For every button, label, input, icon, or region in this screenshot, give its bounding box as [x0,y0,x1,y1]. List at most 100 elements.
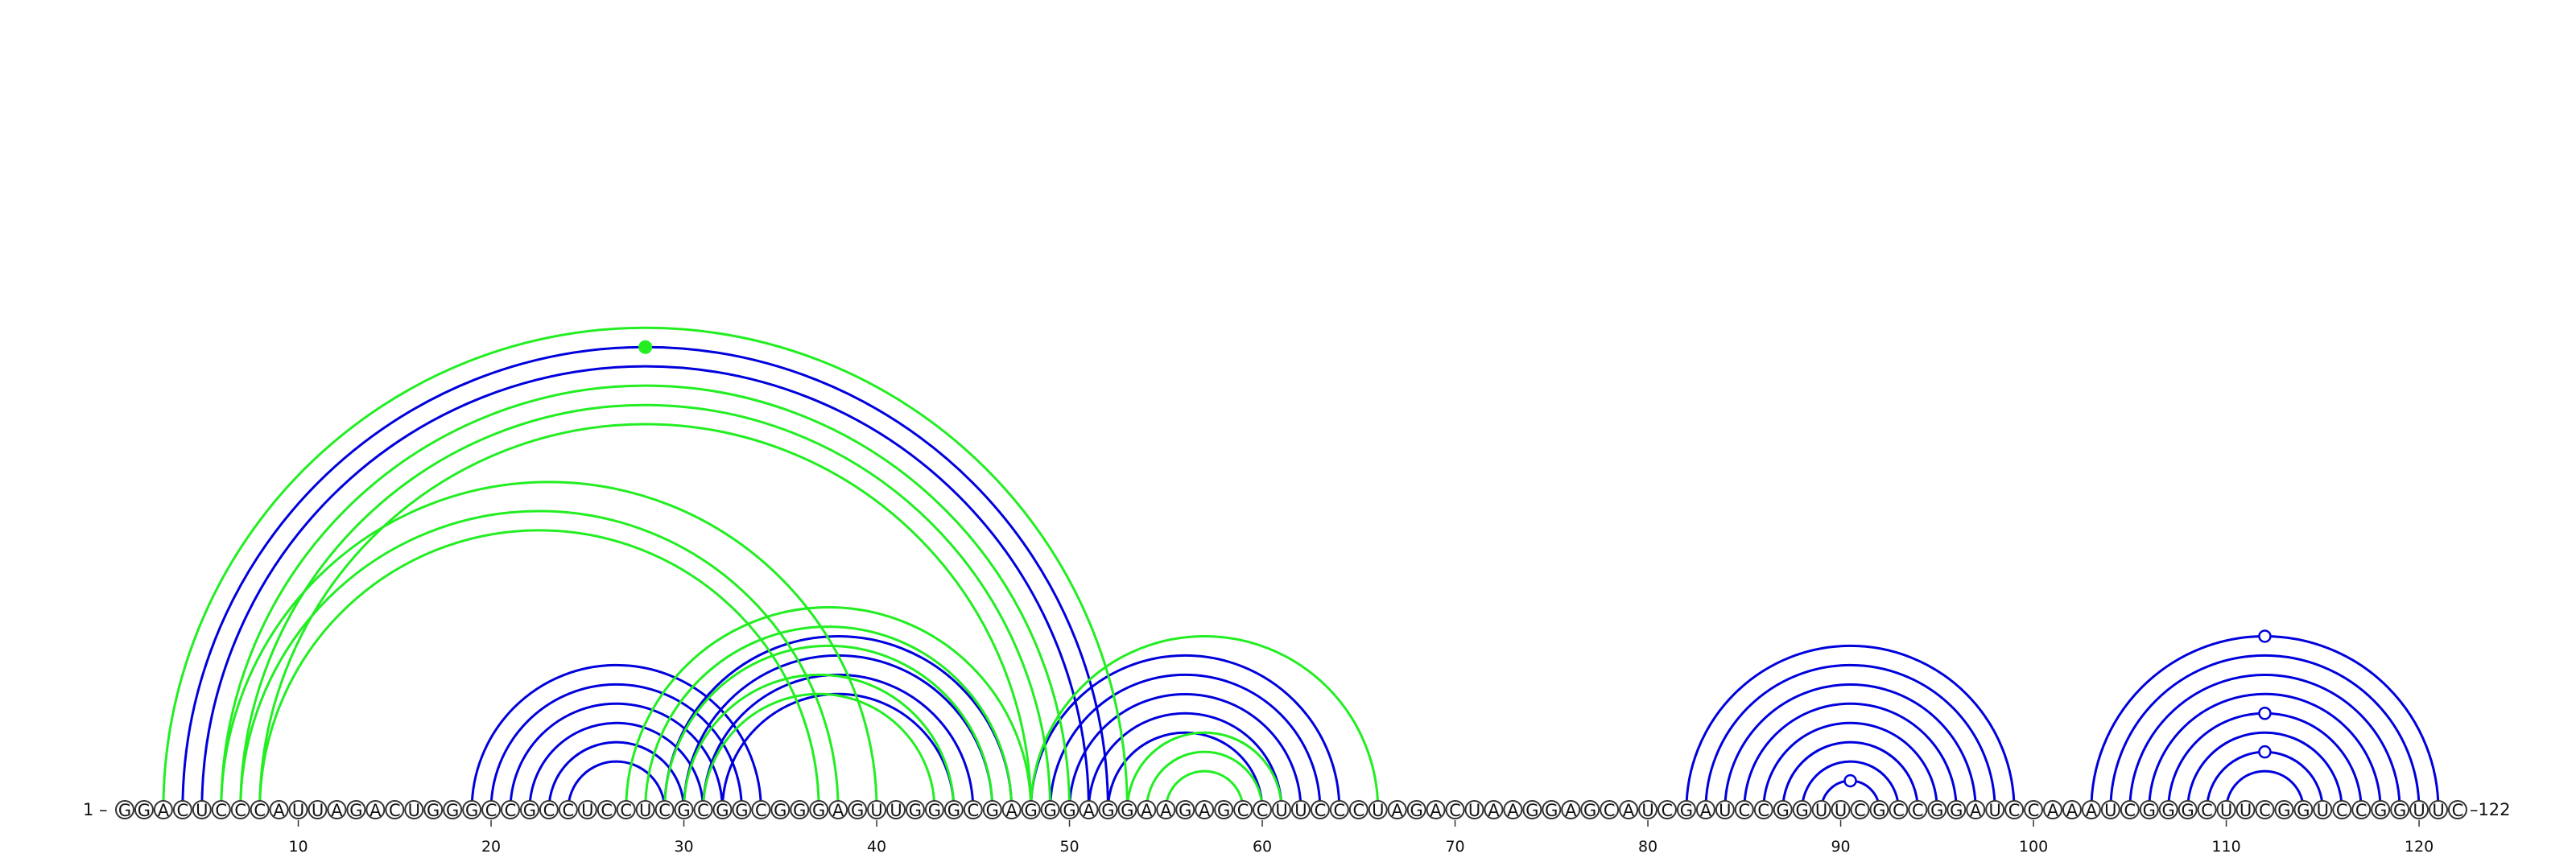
nucleotide-letter: C [2259,801,2271,820]
nucleotide-letter: C [1912,801,1924,820]
nucleotide-circle [1695,800,1715,819]
nucleotide-circle [1638,800,1658,819]
nucleotide-circle [558,800,578,819]
nucleotide-100: C [2024,800,2044,820]
nucleotide-83: A [1695,800,1715,820]
basepair-arc-green-8-37 [258,529,820,811]
arc-marker-open-103-121 [2258,629,2272,643]
nucleotide-62: U [1290,800,1311,820]
nucleotide-letter: C [1893,801,1905,820]
nucleotide-66: U [1368,800,1388,820]
nucleotide-4: C [172,800,192,820]
nucleotide-letter: G [2143,801,2156,820]
nucleotide-letter: C [1854,801,1866,820]
nucleotide-circle [2004,800,2025,819]
nucleotide-letter: U [408,801,420,820]
basepair-arc-green-6-40 [220,481,878,811]
nucleotide-letter: C [505,801,517,820]
nucleotide-circle [1156,800,1176,819]
nucleotide-circle [2313,800,2333,819]
nucleotide-13: G [346,800,366,820]
nucleotide-73: A [1503,800,1523,820]
nucleotide-circle [269,800,289,819]
nucleotide-36: G [790,800,810,820]
basepair-arc-blue-51-61 [1088,712,1283,811]
nucleotide-90: U [1831,800,1851,820]
nucleotide-letter: C [601,801,613,820]
nucleotide-letter: G [774,801,786,820]
nucleotide-circle [982,800,1002,819]
nucleotide-letter: G [909,801,922,820]
nucleotide-74: G [1522,800,1542,820]
nucleotide-letter: A [832,801,844,820]
nucleotide-87: G [1773,800,1793,820]
nucleotide-letter: U [1719,801,1731,820]
nucleotide-letter: A [2066,801,2079,820]
nucleotide-circle [365,800,386,819]
nucleotide-48: G [1021,800,1041,820]
nucleotide-circle [2371,800,2391,819]
tick-label-20: 20 [481,838,501,856]
nucleotide-circle [1773,800,1793,819]
basepair-arc-green-27-48 [625,606,1033,811]
nucleotide-47: A [1001,800,1022,820]
nucleotide-70: C [1445,800,1465,820]
tick-label-70: 70 [1445,838,1464,856]
nucleotide-letter: U [1294,801,1307,820]
nucleotide-25: U [577,800,597,820]
nucleotide-letter: C [215,801,227,820]
nucleotide-letter: U [581,801,593,820]
nucleotide-letter: G [1545,801,1558,820]
nucleotide-letter: A [369,801,382,820]
nucleotide-circle [462,800,482,819]
nucleotide-letter: C [2336,801,2348,820]
nucleotide-letter: G [2297,801,2310,820]
nucleotide-circle [1927,800,1947,819]
nucleotide-circle [1522,800,1542,819]
nucleotide-69: A [1426,800,1446,820]
basepair-arc-blue-103-121 [2090,634,2440,811]
nucleotide-letter: C [967,801,979,820]
nucleotide-letter: C [1334,801,1346,820]
nucleotide-circle [924,800,944,819]
nucleotide-letter: G [812,801,825,820]
basepair-arc-blue-24-29 [567,760,667,811]
basepair-arc-green-31-43 [702,692,936,811]
nucleotide-letter: G [1217,801,1230,820]
basepair-arc-green-7-38 [239,509,840,811]
nucleotide-letter: A [1488,801,1500,820]
tick-label-120: 120 [2405,838,2434,856]
nucleotide-84: U [1715,800,1735,820]
nucleotide-circle [943,800,964,819]
basepair-arc-blue-31-45 [702,673,975,811]
nucleotide-letter: U [2104,801,2116,820]
nucleotide-110: U [2216,800,2236,820]
nucleotide-circle [2197,800,2217,819]
nucleotide-letter: G [793,801,806,820]
nucleotide-54: A [1137,800,1157,820]
nucleotide-circle [1619,800,1639,819]
nucleotide-circle [712,800,733,819]
nucleotide-letter: C [620,801,632,820]
nucleotide-letter: C [697,801,709,820]
basepair-arc-blue-82-99 [1685,644,2016,811]
basepair-arc-blue-84-97 [1724,683,1977,811]
nucleotide-circle [1657,800,1677,819]
nucleotide-letter: A [2086,801,2098,820]
nucleotide-19: G [462,800,482,820]
nucleotide-letter: C [1757,801,1769,820]
nucleotide-circle [2216,800,2236,819]
nucleotide-circle [848,800,868,819]
nucleotide-93: C [1889,800,1909,820]
nucleotide-101: A [2043,800,2062,820]
nucleotide-circle [674,800,694,819]
nucleotide-letter: A [1006,801,1018,820]
nucleotide-21: C [501,800,520,820]
nucleotide-circle [1484,800,1504,819]
nucleotide-letter: G [1583,801,1596,820]
nucleotide-letter: C [177,801,189,820]
nucleotide-circle [519,800,539,819]
nucleotide-letter: C [2452,801,2464,820]
nucleotide-109: C [2197,800,2217,820]
nucleotide-30: G [674,800,694,820]
